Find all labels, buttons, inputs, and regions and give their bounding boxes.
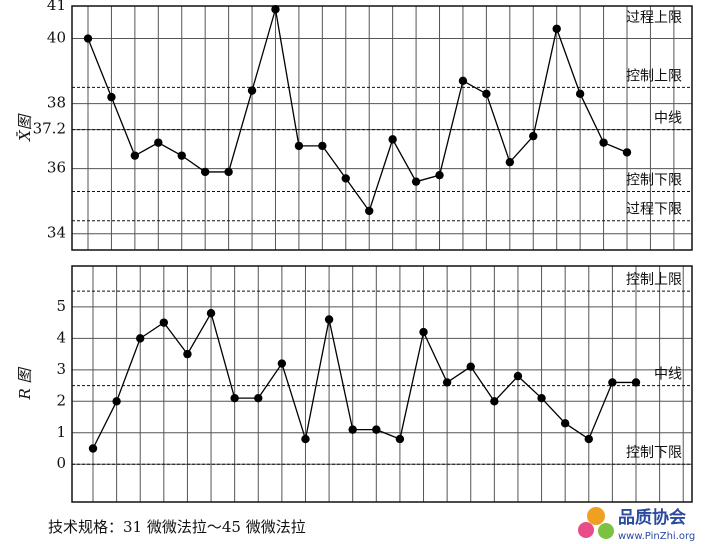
data-point xyxy=(608,378,617,387)
y-tick-label: 36 xyxy=(47,159,66,177)
data-point xyxy=(154,138,163,147)
footer: 技术规格：31 微微法拉～45 微微法拉 xyxy=(48,518,306,536)
reference-label: 过程上限 xyxy=(626,10,682,26)
data-point xyxy=(230,393,239,403)
data-point xyxy=(183,349,192,359)
y-tick-label: 1 xyxy=(56,423,66,441)
data-point xyxy=(513,371,523,381)
y-tick-label: 40 xyxy=(47,29,66,47)
y-tick-label: 38 xyxy=(47,94,66,112)
data-point xyxy=(552,24,561,33)
y-tick-label: 2 xyxy=(56,391,66,409)
logo-dot xyxy=(598,523,614,539)
data-point xyxy=(395,434,405,444)
data-point xyxy=(584,434,593,444)
logo-url: www.PinZhi.org xyxy=(618,531,695,542)
data-point xyxy=(254,393,263,403)
data-point xyxy=(631,378,641,387)
data-point xyxy=(83,34,93,43)
data-point xyxy=(365,206,374,216)
y-tick-label: 5 xyxy=(56,297,66,315)
data-point xyxy=(271,5,280,14)
data-point xyxy=(301,434,310,444)
data-point xyxy=(560,419,570,428)
reference-label: 控制上限 xyxy=(626,272,682,288)
y-tick-label: 41 xyxy=(47,0,66,14)
data-point xyxy=(177,151,186,160)
plot-frame xyxy=(71,5,693,251)
data-point xyxy=(277,359,287,368)
logo: 品质协会 www.PinZhi.org xyxy=(578,507,695,542)
series-line xyxy=(87,9,628,213)
y-tick-label: 0 xyxy=(56,454,66,472)
reference-label: 过程下限 xyxy=(626,202,682,218)
data-point xyxy=(324,315,334,324)
data-point xyxy=(112,397,121,406)
reference-label: 控制上限 xyxy=(626,68,682,84)
data-point xyxy=(224,167,233,177)
data-point xyxy=(622,148,632,157)
data-point xyxy=(200,167,210,177)
data-point xyxy=(575,89,585,99)
data-point xyxy=(388,135,397,144)
y-axis-label: X̄图 xyxy=(16,113,34,142)
data-point xyxy=(466,362,475,371)
data-point xyxy=(599,138,608,147)
data-point xyxy=(318,141,327,151)
reference-label: 控制下限 xyxy=(626,172,682,188)
data-point xyxy=(247,86,257,95)
data-point xyxy=(130,151,140,160)
data-point xyxy=(107,92,116,102)
data-point xyxy=(505,157,515,167)
data-point xyxy=(442,378,452,387)
data-point xyxy=(372,425,381,434)
data-point xyxy=(419,327,428,337)
y-tick-label: 37.2 xyxy=(33,120,66,138)
data-point xyxy=(206,309,216,318)
y-tick-label: 3 xyxy=(56,360,66,378)
logo-name: 品质协会 xyxy=(618,507,686,528)
plot-frame xyxy=(71,265,693,503)
data-point xyxy=(348,425,357,434)
y-axis-label: R 图 xyxy=(16,366,34,400)
logo-dot xyxy=(587,507,605,525)
data-point xyxy=(294,141,304,151)
series-line xyxy=(92,311,636,449)
reference-label: 中线 xyxy=(654,367,682,383)
y-tick-label: 4 xyxy=(56,328,66,346)
data-point xyxy=(136,334,145,343)
data-point xyxy=(435,170,444,180)
data-point xyxy=(482,89,491,99)
data-point xyxy=(490,397,499,406)
reference-label: 控制下限 xyxy=(626,445,682,461)
reference-label: 中线 xyxy=(654,111,682,127)
data-point xyxy=(537,393,546,403)
data-point xyxy=(458,76,468,86)
data-point xyxy=(341,174,350,183)
logo-dot xyxy=(578,522,594,538)
data-point xyxy=(88,444,98,453)
data-point xyxy=(411,177,421,186)
data-point xyxy=(159,318,169,327)
data-point xyxy=(529,131,538,141)
y-tick-label: 34 xyxy=(47,224,66,242)
